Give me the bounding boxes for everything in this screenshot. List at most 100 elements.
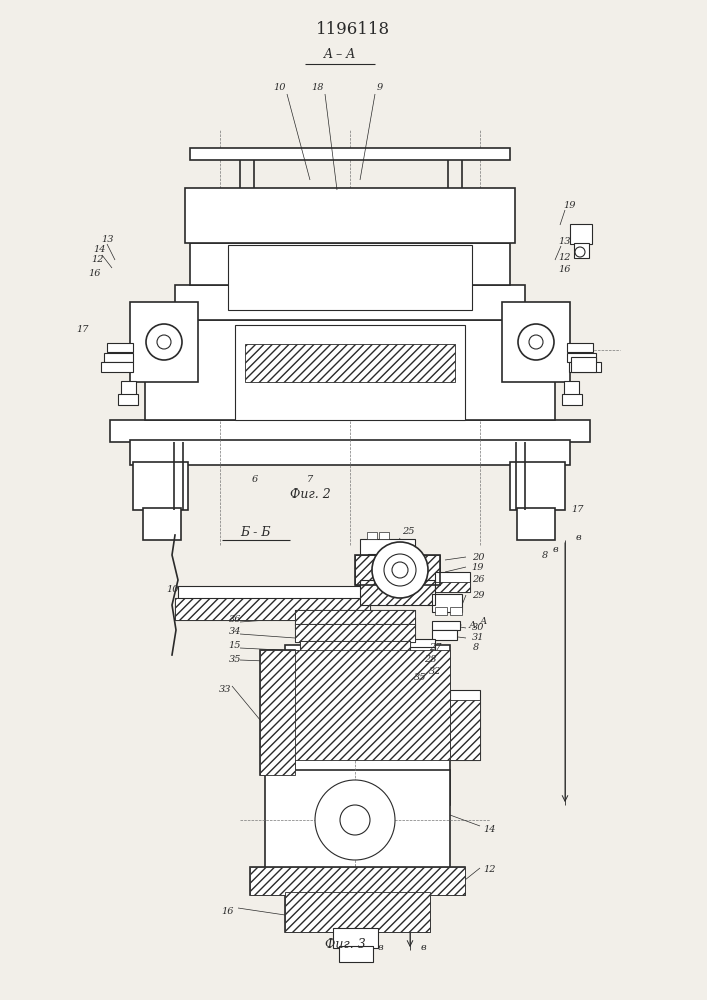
Text: Фиг. 3: Фиг. 3 [325,938,366,952]
Text: 13: 13 [559,237,571,246]
Bar [250,867,465,895]
Text: в: в [378,944,382,952]
Bar [260,650,295,775]
Bar [355,555,440,585]
Bar [228,245,472,310]
Bar [360,580,435,605]
Bar [432,630,457,640]
Bar [395,639,435,648]
Bar [333,928,378,948]
Text: 14: 14 [94,245,106,254]
Text: 16: 16 [89,268,101,277]
Bar [339,946,373,962]
Text: 36: 36 [229,615,241,624]
Text: 29: 29 [472,590,484,599]
Bar [340,672,375,682]
Bar [107,343,133,352]
Bar [571,357,596,372]
Bar [285,892,430,932]
Text: 9: 9 [377,84,383,93]
Bar [567,343,593,352]
Text: 8: 8 [473,644,479,652]
Bar [178,586,370,598]
Text: А: А [479,617,486,626]
Bar [175,598,370,620]
Text: 16: 16 [222,908,234,916]
Text: 19: 19 [472,562,484,572]
Text: в: в [552,546,558,554]
Bar [133,462,188,510]
Bar [379,532,389,539]
Text: 14: 14 [484,826,496,834]
Text: 30: 30 [472,624,484,633]
Text: 31: 31 [472,634,484,643]
Bar [315,654,395,668]
Bar [145,320,555,420]
Circle shape [518,324,554,360]
Bar [435,607,447,615]
Bar [517,508,555,540]
Bar [295,624,415,642]
Bar [300,641,410,655]
Bar [355,555,440,585]
Circle shape [340,805,370,835]
Bar [450,607,462,615]
Text: 7: 7 [307,476,313,485]
Text: 20: 20 [472,552,484,562]
Bar [295,610,415,625]
Bar [567,353,596,362]
Bar [502,302,570,382]
Text: 17: 17 [77,326,89,334]
Circle shape [372,542,428,598]
Text: 18: 18 [312,84,325,93]
Bar [295,624,415,642]
Text: 12: 12 [559,252,571,261]
Circle shape [575,247,585,257]
Bar [432,594,462,612]
Text: 35: 35 [414,674,426,682]
Text: 28: 28 [423,656,436,664]
Circle shape [157,335,171,349]
Bar [295,610,415,625]
Circle shape [392,562,408,578]
Bar [175,285,525,320]
Bar [570,224,592,244]
Text: 33: 33 [218,686,231,694]
Bar [435,572,470,592]
Bar [510,462,565,510]
Text: 17: 17 [572,506,584,514]
Bar [175,598,370,620]
Text: 16: 16 [559,265,571,274]
Bar [435,582,470,592]
Text: 25: 25 [402,528,414,536]
Circle shape [384,554,416,586]
Bar [250,867,465,895]
Bar [190,148,510,160]
Text: 6: 6 [252,476,258,485]
Bar [245,344,455,382]
Bar [185,188,515,243]
Bar [360,539,415,555]
Bar [390,647,435,658]
Text: 26: 26 [472,576,484,584]
Text: 35: 35 [229,656,241,664]
Circle shape [315,780,395,860]
Bar [235,325,465,420]
Bar [130,302,198,382]
Bar [370,657,435,670]
Bar [285,650,450,760]
Bar [564,381,579,395]
Bar [574,243,589,258]
Text: 27: 27 [428,644,441,652]
Bar [260,650,295,775]
Text: А: А [468,620,476,630]
Bar [190,243,510,285]
Text: A – A: A – A [324,48,356,62]
Text: 8: 8 [542,550,548,560]
Bar [569,362,601,372]
Bar [121,381,136,395]
Circle shape [146,324,182,360]
Bar [110,420,590,442]
Text: 19: 19 [563,200,576,210]
Text: 12: 12 [92,255,104,264]
